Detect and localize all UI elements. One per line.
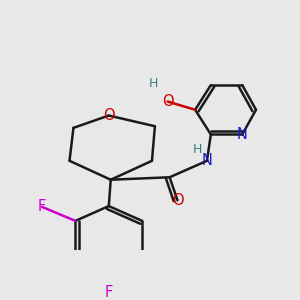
Text: F: F (38, 200, 46, 214)
Text: O: O (162, 94, 173, 109)
Text: F: F (105, 285, 113, 300)
Text: N: N (237, 127, 248, 142)
Text: H: H (192, 143, 202, 156)
Text: N: N (202, 153, 212, 168)
Text: O: O (172, 193, 183, 208)
Text: O: O (103, 108, 115, 123)
Text: H: H (149, 77, 159, 90)
